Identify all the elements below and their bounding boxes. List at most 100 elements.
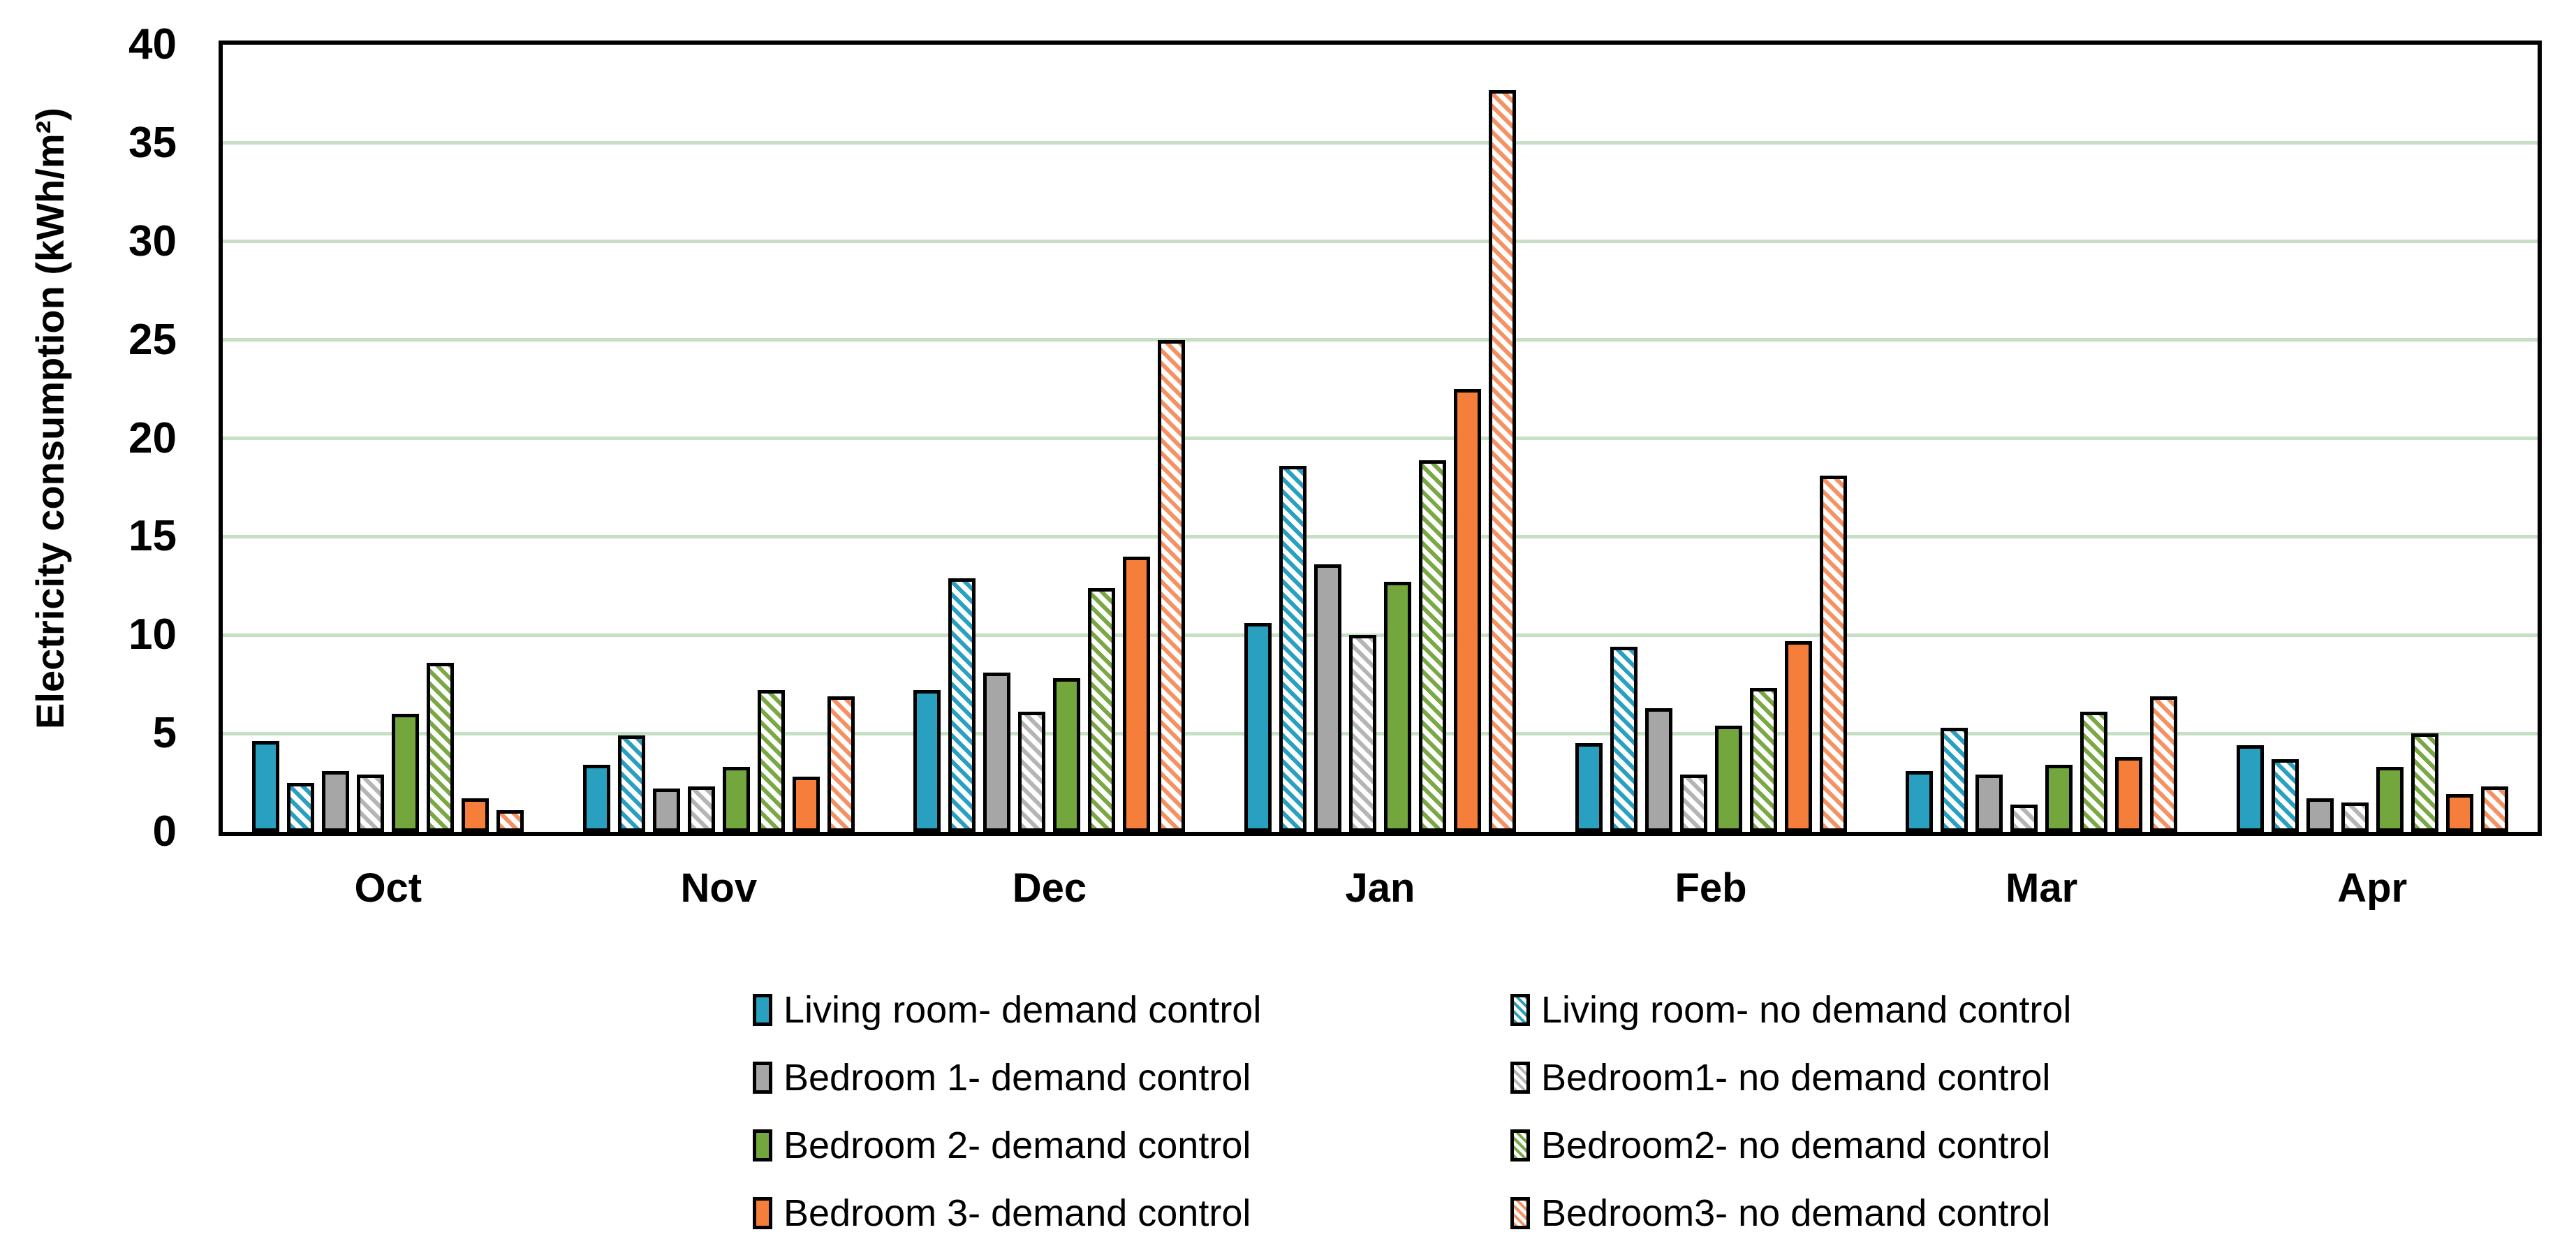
bar: [1749, 688, 1777, 832]
bar: [2115, 756, 2143, 832]
bar: [913, 690, 941, 832]
bar: [1575, 743, 1603, 832]
y-axis-tick-label: 15: [128, 512, 177, 561]
legend-item: Bedroom2- no demand control: [1510, 1124, 2051, 1166]
y-axis-tick-label: 35: [128, 118, 177, 167]
legend-swatch: [753, 994, 772, 1026]
bar: [1714, 725, 1742, 832]
bar: [462, 798, 490, 832]
bar: [1348, 635, 1376, 832]
bar: [427, 662, 455, 832]
y-axis-tick-label: 30: [128, 217, 177, 265]
bar: [322, 770, 350, 832]
bar: [652, 789, 680, 832]
legend-item: Living room- demand control: [753, 989, 1261, 1031]
bar: [1313, 564, 1341, 832]
legend-item: Bedroom 2- demand control: [753, 1124, 1251, 1166]
legend-label: Bedroom 3- demand control: [783, 1192, 1251, 1234]
bar: [1158, 339, 1186, 832]
legend-swatch: [1510, 1129, 1530, 1161]
bar: [1679, 775, 1707, 832]
y-axis-tick-label: 25: [128, 315, 177, 364]
bar: [496, 810, 524, 832]
bar: [1383, 582, 1411, 832]
bar: [1088, 587, 1116, 832]
bar: [2080, 712, 2108, 832]
gridline: [223, 240, 2538, 244]
y-axis-tick-label: 40: [128, 20, 177, 68]
legend-item: Bedroom 3- demand control: [753, 1192, 1251, 1234]
bar: [2376, 767, 2404, 832]
legend-label: Living room- no demand control: [1541, 989, 2072, 1031]
bar: [1244, 623, 1272, 832]
legend-item: Bedroom 1- demand control: [753, 1057, 1251, 1099]
bar: [722, 767, 750, 832]
bar: [1784, 640, 1812, 832]
gridline: [223, 534, 2538, 538]
legend-swatch: [753, 1062, 772, 1094]
gridline: [223, 731, 2538, 735]
gridline: [223, 633, 2538, 637]
bar: [757, 690, 785, 832]
bar: [617, 735, 645, 832]
bar: [2150, 696, 2178, 832]
bar-group-oct: [223, 662, 554, 832]
bar-group-nov: [554, 690, 885, 832]
bar: [287, 782, 315, 832]
legend-swatch: [753, 1197, 772, 1229]
bar: [792, 777, 820, 832]
gridline: [223, 437, 2538, 440]
bar: [1018, 712, 1046, 832]
legend-item: Bedroom3- no demand control: [1510, 1192, 2051, 1234]
legend-label: Bedroom3- no demand control: [1541, 1192, 2051, 1234]
bar-group-dec: [884, 339, 1215, 832]
legend-swatch: [1510, 1197, 1530, 1229]
bar: [1453, 389, 1481, 832]
bar: [582, 765, 610, 832]
bar-group-feb: [1545, 476, 1876, 832]
bar: [2271, 758, 2299, 832]
legend-label: Bedroom1- no demand control: [1541, 1057, 2051, 1099]
bar: [2306, 798, 2334, 832]
bar: [1644, 708, 1672, 832]
bar: [687, 786, 715, 832]
bar: [2236, 745, 2264, 832]
bar: [2341, 802, 2369, 832]
legend-swatch: [1510, 994, 1530, 1026]
bar-group-mar: [1876, 696, 2207, 832]
x-axis-label: Nov: [680, 865, 758, 911]
bar: [2445, 794, 2473, 832]
plot-area: [219, 41, 2542, 836]
bar: [1123, 556, 1151, 832]
bar: [2480, 786, 2508, 832]
legend-label: Bedroom 2- demand control: [783, 1124, 1251, 1166]
x-axis-label: Oct: [354, 865, 422, 911]
bar: [1418, 460, 1446, 832]
x-axis-label: Dec: [1012, 865, 1087, 911]
bar-group-jan: [1215, 89, 1546, 832]
bar: [1906, 770, 1934, 832]
y-axis-tick-label: 5: [152, 709, 177, 758]
gridline: [223, 338, 2538, 342]
bar: [827, 696, 855, 832]
bar: [1610, 647, 1637, 832]
y-axis-tick-label: 10: [128, 610, 177, 659]
legend-item: Bedroom1- no demand control: [1510, 1057, 2051, 1099]
x-axis-label: Feb: [1675, 865, 1747, 911]
bar: [1975, 775, 2003, 832]
bar: [357, 775, 385, 832]
bar: [1279, 465, 1307, 832]
bar: [392, 713, 420, 832]
bar-group-apr: [2207, 733, 2538, 832]
bar: [1819, 476, 1847, 832]
bar: [1488, 89, 1516, 832]
y-axis-tick-label: 0: [152, 807, 177, 856]
bar: [252, 741, 280, 832]
bar: [948, 578, 976, 832]
legend-label: Bedroom2- no demand control: [1541, 1124, 2051, 1166]
y-axis-tick-label: 20: [128, 413, 177, 462]
bar: [2010, 804, 2038, 832]
legend-item: Living room- no demand control: [1510, 989, 2072, 1031]
x-axis-label: Jan: [1345, 865, 1415, 911]
legend-label: Bedroom 1- demand control: [783, 1057, 1251, 1099]
